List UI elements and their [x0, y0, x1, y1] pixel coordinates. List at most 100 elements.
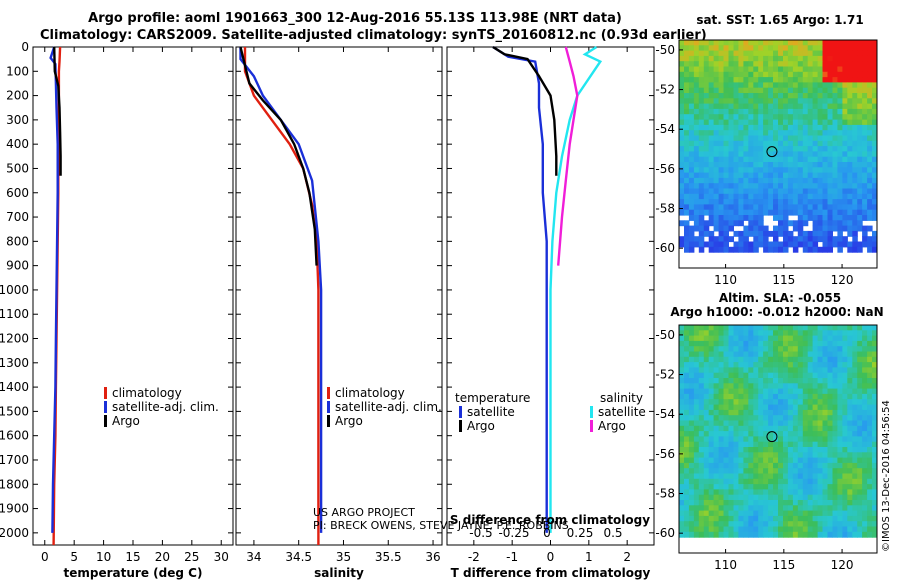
x-tick-label: 35.5	[375, 550, 402, 564]
credits-project: US ARGO PROJECT	[313, 506, 415, 519]
map-frame	[678, 324, 878, 554]
top-x-tick-label: -0.5	[469, 526, 492, 540]
x-axis-label: T difference from climatology	[451, 566, 651, 580]
top-axis-title: S difference from climatology	[450, 513, 650, 527]
map-y-tick-label: -50	[655, 43, 675, 57]
map-y-tick-label: -50	[655, 328, 675, 342]
map-x-tick-label: 110	[714, 273, 737, 287]
series-line-2	[549, 45, 603, 533]
credits-pi: PI: BRECK OWENS, STEVE JAYNE, P.E. ROBBI…	[313, 519, 569, 532]
y-tick-label: 1900	[0, 502, 29, 516]
map-y-tick-label: -54	[655, 122, 675, 136]
map-raster	[679, 40, 878, 253]
sst-map-title: sat. SST: 1.65 Argo: 1.71	[696, 13, 863, 27]
argo-position-marker	[766, 431, 778, 443]
y-tick-label: 600	[6, 186, 29, 200]
legend-swatch	[459, 420, 462, 432]
credits: US ARGO PROJECT PI: BRECK OWENS, STEVE J…	[313, 400, 892, 552]
sst-map-panel: 110 115 120 -50 -52 -54 -56 -58 -60 sat. SST: 1.6…	[655, 13, 878, 287]
legend-label: climatology	[335, 386, 405, 400]
y-tick-label: 1700	[0, 453, 29, 467]
legend-swatch	[327, 387, 330, 399]
legend-swatch	[327, 415, 330, 427]
legend-swatch	[459, 406, 462, 418]
x-tick-label: 34	[246, 550, 261, 564]
figure-title-line1: Argo profile: aoml 1901663_300 12-Aug-20…	[88, 11, 622, 26]
argo-position-marker	[766, 146, 778, 158]
y-tick-label: 0	[21, 40, 29, 54]
top-x-tick-label: 0.5	[603, 526, 622, 540]
map-x-tick-label: 120	[831, 558, 854, 572]
legend-group-salinity: salinity	[600, 391, 643, 405]
y-tick-label: 800	[6, 234, 29, 248]
x-tick-label: 34.5	[285, 550, 312, 564]
y-tick-label: 500	[6, 161, 29, 175]
map-raster	[679, 325, 878, 538]
series-line-2	[53, 46, 62, 176]
map-y-tick-label: -58	[655, 202, 675, 216]
legend-label: satellite-adj. clim.	[335, 400, 442, 414]
map-y-tick-label: -58	[655, 487, 675, 501]
legend-group-temperature: temperature	[455, 391, 530, 405]
legend-label: Argo	[467, 419, 495, 433]
salinity-profile-panel: 34 34.5 35 35.5 36 salinity climatologysatelli…	[235, 46, 443, 580]
map-frame	[678, 39, 878, 269]
x-tick-label: 36	[425, 550, 440, 564]
difference-profile-panel: -2 -1 0 1 2 T difference from climatology temp…	[446, 45, 655, 580]
map-y-tick-label: -52	[655, 83, 675, 97]
series-line-2	[239, 46, 318, 266]
date-stamp: ©IMOS 13-Dec-2016 04:56:54	[881, 400, 892, 552]
map-y-tick-label: -56	[655, 162, 675, 176]
legend-label: Argo	[112, 414, 140, 428]
y-tick-label: 200	[6, 89, 29, 103]
map-x-tick-label: 115	[772, 558, 795, 572]
sla-map-subtitle: Argo h1000: -0.012 h2000: NaN	[670, 305, 883, 319]
y-tick-label: 900	[6, 259, 29, 273]
top-x-tick-label: 0	[543, 526, 551, 540]
y-tick-label: 1400	[0, 380, 29, 394]
legend-label: satellite	[467, 405, 515, 419]
y-tick-label: 300	[6, 113, 29, 127]
y-tick-label: 1500	[0, 404, 29, 418]
x-tick-label: 10	[96, 550, 111, 564]
y-tick-label: 1000	[0, 283, 29, 297]
x-tick-label: -2	[468, 550, 480, 564]
legend-label: Argo	[598, 419, 626, 433]
x-axis-label: temperature (deg C)	[64, 566, 203, 580]
y-tick-label: 1100	[0, 307, 29, 321]
sla-map-title: Altim. SLA: -0.055	[719, 291, 841, 305]
legend-swatch	[104, 415, 107, 427]
legend-swatch	[104, 387, 107, 399]
plot-frame	[235, 46, 443, 546]
legend-label: climatology	[112, 386, 182, 400]
x-tick-label: 25	[184, 550, 199, 564]
legend-swatch	[104, 401, 107, 413]
figure-title-line2: Climatology: CARS2009. Satellite-adjuste…	[40, 28, 707, 43]
map-x-tick-label: 110	[714, 558, 737, 572]
x-tick-label: 20	[155, 550, 170, 564]
y-tick-label: 1300	[0, 356, 29, 370]
series-line-3	[557, 46, 579, 266]
x-tick-label: 1	[585, 550, 593, 564]
series-line-1	[492, 45, 558, 176]
y-tick-label: 1800	[0, 477, 29, 491]
legend-swatch	[327, 401, 330, 413]
legend-label: Argo	[335, 414, 363, 428]
y-tick-label: 1600	[0, 429, 29, 443]
y-tick-label: 100	[6, 64, 29, 78]
x-tick-label: 0	[41, 550, 49, 564]
map-x-tick-label: 115	[772, 273, 795, 287]
x-tick-label: 30	[214, 550, 229, 564]
x-tick-label: 15	[125, 550, 140, 564]
y-tick-label: 700	[6, 210, 29, 224]
y-tick-label: 400	[6, 137, 29, 151]
x-tick-label: 0	[547, 550, 555, 564]
map-y-tick-label: -56	[655, 447, 675, 461]
legend-swatch	[590, 420, 593, 432]
top-x-tick-label: 0.25	[567, 526, 594, 540]
map-y-tick-label: -54	[655, 407, 675, 421]
top-x-tick-label: -0.25	[498, 526, 529, 540]
sla-map-panel: 110 115 120 -50 -52 -54 -56 -58 -60 Altim. SLA: -…	[655, 291, 883, 572]
x-tick-label: 35	[336, 550, 351, 564]
